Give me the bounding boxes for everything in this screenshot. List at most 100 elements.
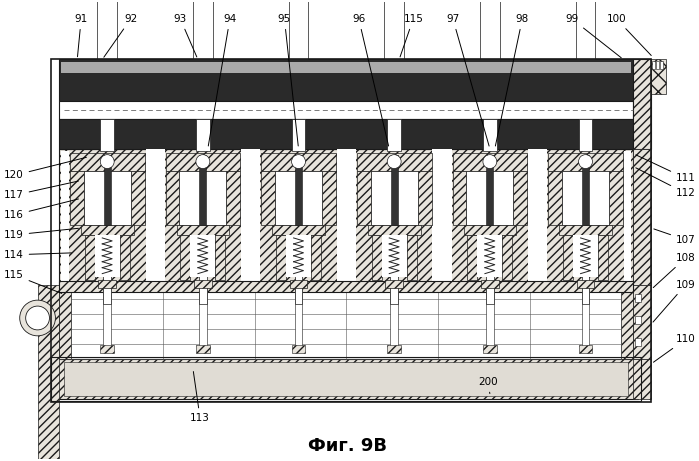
Bar [582,270,589,304]
Bar [103,270,111,304]
Bar [261,171,275,225]
Circle shape [387,154,401,169]
Bar [322,171,336,225]
Bar [289,0,308,59]
Bar [417,171,431,225]
Bar [390,284,398,351]
Bar [38,284,59,461]
Bar [656,61,659,70]
Text: 108: 108 [654,253,696,288]
Bar [157,151,164,283]
Bar [483,345,497,353]
Bar [100,345,114,353]
Bar [59,149,633,284]
Circle shape [100,154,114,169]
Bar [291,345,305,353]
Bar [145,149,164,284]
Bar [387,345,401,353]
Bar [295,154,302,225]
Bar [635,338,641,346]
Bar [559,225,612,235]
Bar [433,151,440,283]
Bar [481,279,499,288]
Bar [540,151,547,283]
Text: 114: 114 [3,250,71,260]
Bar [468,235,477,279]
Bar [190,235,215,277]
Text: 119: 119 [3,228,78,240]
Text: 91: 91 [75,14,88,57]
Text: 93: 93 [173,14,197,57]
Bar [59,281,633,292]
Bar [562,171,609,225]
Bar [433,149,452,284]
Bar [275,171,322,225]
Text: 100: 100 [607,14,651,55]
Bar [52,59,651,402]
Bar [348,151,356,283]
Bar [180,235,190,279]
Bar [633,284,651,359]
Bar [196,345,210,353]
Bar [81,225,134,235]
Bar [131,171,145,225]
Bar [177,225,229,235]
Bar [70,171,84,225]
Bar [180,171,226,225]
Text: 92: 92 [104,14,138,57]
Bar [582,154,589,225]
Text: 98: 98 [496,14,529,146]
Bar [59,101,633,119]
Bar [548,171,562,225]
Bar [97,0,117,59]
Bar [145,151,153,283]
Text: Фиг. 9В: Фиг. 9В [308,437,387,455]
Bar [59,284,71,359]
Bar [528,149,547,284]
Bar [103,154,110,225]
Bar [486,284,493,351]
Bar [199,154,206,225]
Bar [272,225,325,235]
Bar [252,151,260,283]
Circle shape [483,154,497,169]
Text: 96: 96 [352,14,389,146]
Bar [503,235,512,279]
Bar [548,153,623,171]
Bar [513,171,527,225]
Text: 99: 99 [565,14,621,58]
Bar [52,357,641,401]
Bar [120,235,129,279]
Bar [241,149,260,284]
Bar [652,61,655,70]
Bar [477,235,503,277]
Bar [635,316,641,324]
Bar [483,119,497,151]
Text: 116: 116 [3,199,78,220]
Bar [624,151,631,283]
Bar [95,235,120,277]
Text: 112: 112 [636,168,696,198]
Bar [577,279,594,288]
Bar [486,270,493,304]
Bar [480,0,500,59]
Bar [407,235,417,279]
Bar [196,119,210,151]
Bar [385,279,403,288]
Bar [582,284,589,351]
Bar [370,171,417,225]
Text: 113: 113 [190,372,210,423]
Text: 120: 120 [4,157,87,181]
Bar [194,279,212,288]
Bar [452,153,527,171]
Bar [563,235,573,279]
Text: 94: 94 [208,14,236,146]
Bar [382,235,407,277]
Bar [55,359,638,398]
Bar [241,151,249,283]
Bar [311,235,321,279]
Bar [487,154,493,225]
Bar [357,171,370,225]
Text: 109: 109 [653,279,696,322]
Bar [215,235,225,279]
